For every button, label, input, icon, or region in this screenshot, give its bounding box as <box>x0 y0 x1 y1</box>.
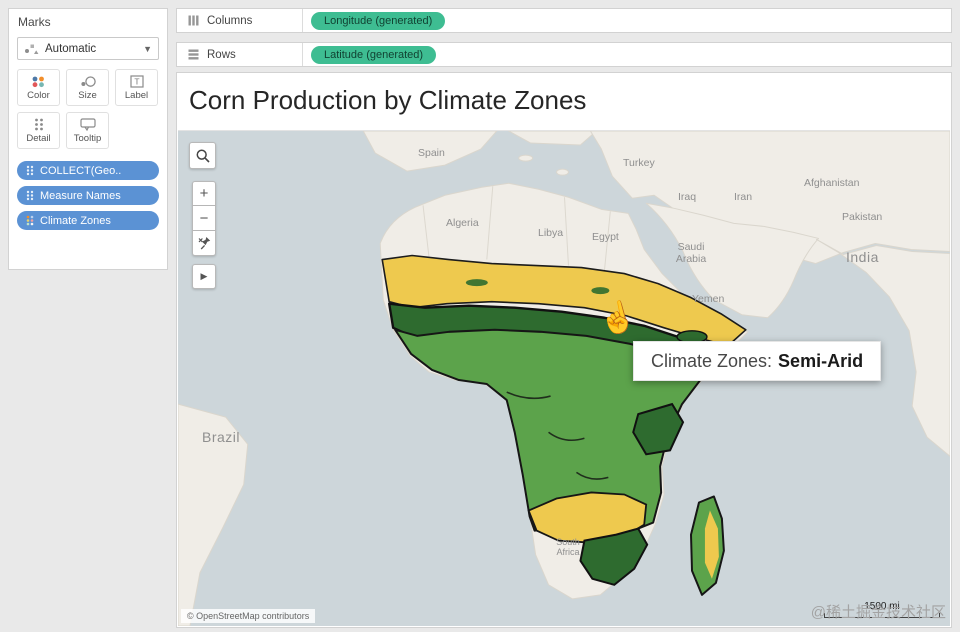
pin-x-icon <box>198 237 211 250</box>
label-button[interactable]: T Label <box>115 69 158 106</box>
mark-type-label: Automatic <box>45 42 97 55</box>
color-icon <box>32 76 44 87</box>
columns-shelf-label: Columns <box>177 9 303 32</box>
map-controls-expand-button[interactable]: ▶ <box>192 264 216 289</box>
mark-type-dropdown[interactable]: Automatic ▼ <box>17 37 159 60</box>
zone-east-dark[interactable] <box>632 402 685 456</box>
latitude-pill-label: Latitude (generated) <box>324 48 424 61</box>
detail-dots-icon <box>26 165 34 176</box>
label-button-label: Label <box>124 89 149 101</box>
scale-line <box>824 613 940 618</box>
map-viewport[interactable]: Spain Turkey Iraq Iran Afghanistan Pakis… <box>178 130 950 626</box>
pill-label: Measure Names <box>40 189 121 202</box>
columns-shelf-text: Columns <box>207 14 253 27</box>
tooltip-button[interactable]: Tooltip <box>66 112 109 149</box>
tooltip-button-label: Tooltip <box>73 132 102 144</box>
columns-icon <box>188 15 199 26</box>
zone-south-yellow[interactable] <box>527 491 648 544</box>
sheet-title: Corn Production by Climate Zones <box>189 85 587 115</box>
rows-shelf[interactable]: Rows Latitude (generated) <box>176 42 952 67</box>
marks-card: Marks Automatic ▼ Color <box>8 8 168 270</box>
sheet-panel: Corn Production by Climate Zones <box>176 72 952 628</box>
reset-pin-button[interactable] <box>192 231 216 256</box>
rows-shelf-label: Rows <box>177 43 303 66</box>
map-tooltip: Climate Zones: Semi-Arid <box>633 341 882 381</box>
scale-label: 1500 mi <box>864 601 900 612</box>
size-button-label: Size <box>78 89 97 101</box>
chevron-down-icon: ▼ <box>143 43 152 54</box>
size-button[interactable]: Size <box>66 69 109 106</box>
zoom-out-button[interactable]: − <box>192 206 216 231</box>
zone-texture-lines <box>506 391 609 480</box>
pill-collect-geo[interactable]: COLLECT(Geo.. <box>17 161 159 180</box>
zone-tropical-mass[interactable] <box>394 328 709 532</box>
zoom-in-button[interactable]: + <box>192 181 216 206</box>
label-icon: T <box>129 74 144 88</box>
map-attribution: © OpenStreetMap contributors <box>181 609 316 623</box>
land-brazil <box>178 403 249 626</box>
color-button-label: Color <box>27 89 50 101</box>
detail-icon <box>34 118 43 130</box>
zone-semi-arid-band[interactable] <box>381 254 747 347</box>
zone-dark-patch[interactable] <box>591 287 610 295</box>
svg-text:T: T <box>134 76 139 86</box>
map-marks-icon <box>25 44 39 54</box>
zone-dark-patch[interactable] <box>465 279 488 287</box>
size-icon <box>80 75 96 87</box>
basemap <box>178 131 950 626</box>
land-iberia <box>362 131 498 172</box>
color-dots-icon <box>26 215 34 226</box>
longitude-pill-label: Longitude (generated) <box>324 14 433 27</box>
detail-button-label: Detail <box>26 132 51 144</box>
plus-icon: + <box>199 185 209 202</box>
marks-buttons: Color Size T Label <box>17 69 159 149</box>
marks-pill-stack: COLLECT(Geo.. Measure Names Climate Zone… <box>17 161 159 230</box>
detail-dots-icon <box>26 190 34 201</box>
country-borders <box>422 186 611 272</box>
map-scale-bar: 1500 mi <box>824 601 940 618</box>
marks-card-title: Marks <box>18 15 51 29</box>
rows-icon <box>188 49 199 60</box>
columns-shelf[interactable]: Columns Longitude (generated) <box>176 8 952 33</box>
rows-shelf-text: Rows <box>207 48 236 61</box>
tooltip-value: Semi-Arid <box>778 350 864 371</box>
latitude-pill[interactable]: Latitude (generated) <box>311 45 437 64</box>
tooltip-icon <box>79 117 96 131</box>
tooltip-label: Climate Zones: <box>651 350 773 371</box>
pill-label: COLLECT(Geo.. <box>40 164 122 177</box>
land-arabia <box>645 202 820 319</box>
search-icon <box>196 149 210 163</box>
pill-climate-zones[interactable]: Climate Zones <box>17 211 159 230</box>
minus-icon: − <box>199 209 209 227</box>
zone-madagascar-yellow[interactable] <box>704 510 719 579</box>
pill-measure-names[interactable]: Measure Names <box>17 186 159 205</box>
land-europe <box>508 131 597 146</box>
watermark: @稀土掘金技术社区 <box>810 604 946 621</box>
color-button[interactable]: Color <box>17 69 60 106</box>
detail-button[interactable]: Detail <box>17 112 60 149</box>
play-arrow-icon: ▶ <box>200 271 208 281</box>
pill-label: Climate Zones <box>40 214 111 227</box>
land-india <box>816 238 950 457</box>
zone-southeast-dark[interactable] <box>579 527 649 586</box>
longitude-pill[interactable]: Longitude (generated) <box>311 11 446 30</box>
map-search-button[interactable] <box>189 142 216 169</box>
